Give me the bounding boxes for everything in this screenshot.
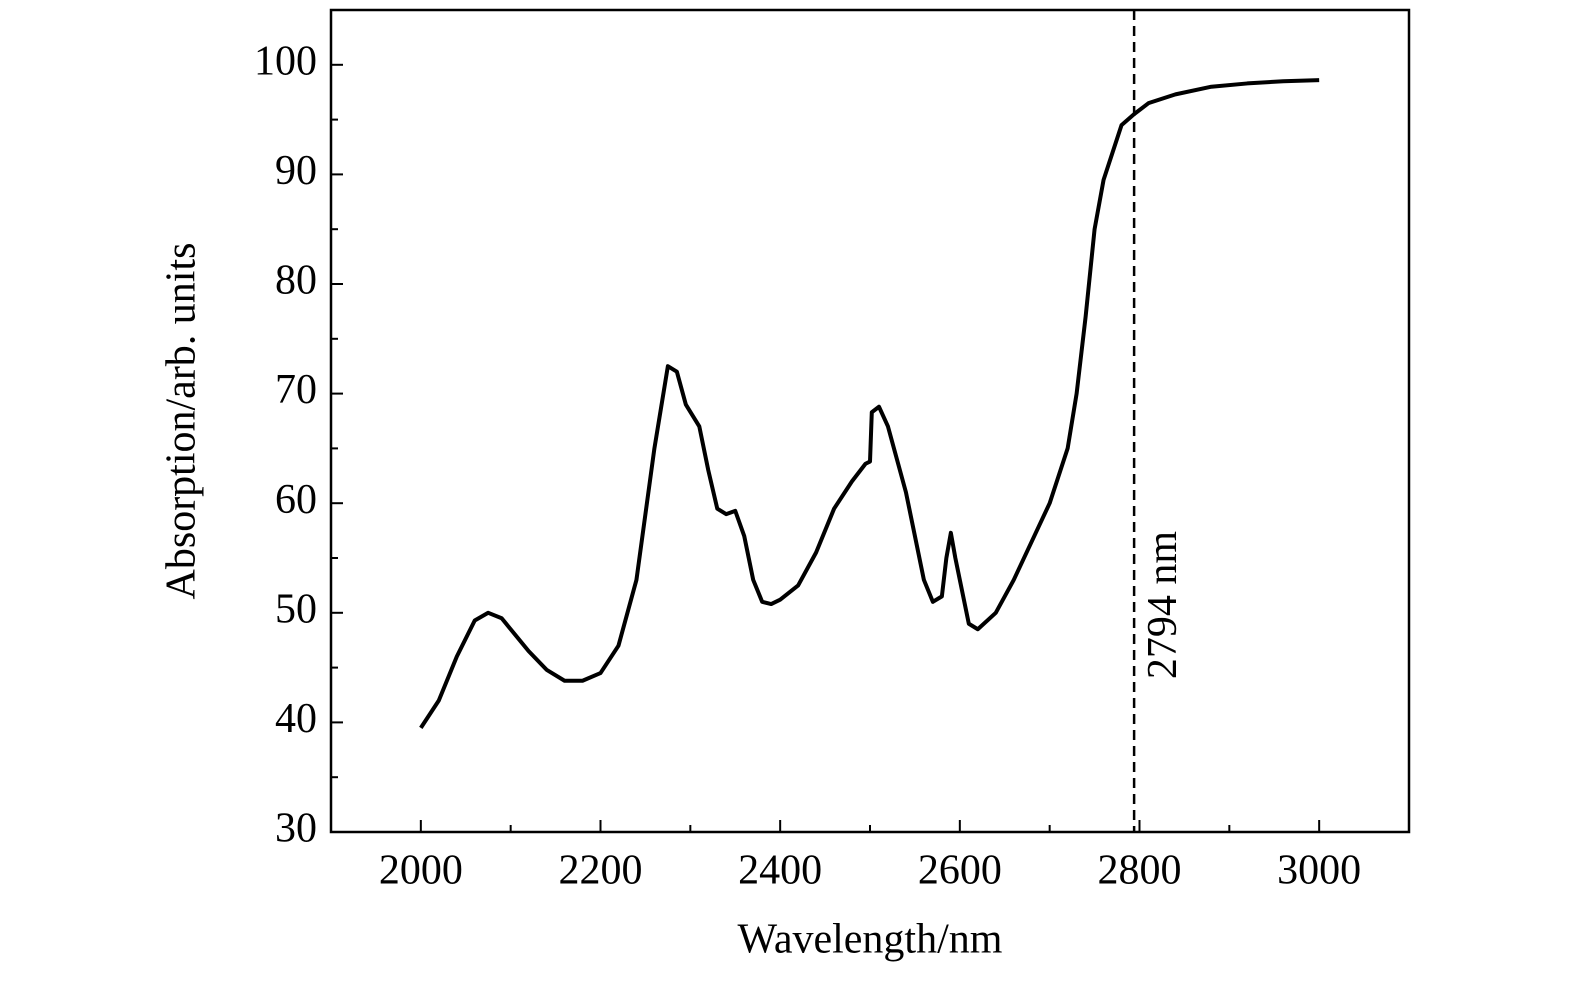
y-axis-label: Absorption/arb. units bbox=[159, 243, 205, 600]
y-tick-label: 90 bbox=[275, 148, 317, 194]
y-tick-label: 60 bbox=[275, 477, 317, 523]
x-tick-label: 2400 bbox=[738, 848, 822, 894]
y-tick-label: 50 bbox=[275, 586, 317, 632]
x-tick-label: 2000 bbox=[379, 848, 463, 894]
x-tick-label: 2800 bbox=[1098, 848, 1182, 894]
y-tick-label: 40 bbox=[275, 696, 317, 742]
x-axis-label: Wavelength/nm bbox=[738, 917, 1003, 963]
y-tick-label: 80 bbox=[275, 258, 317, 304]
x-tick-label: 3000 bbox=[1277, 848, 1361, 894]
x-tick-label: 2200 bbox=[559, 848, 643, 894]
y-tick-label: 100 bbox=[254, 38, 317, 84]
x-tick-label: 2600 bbox=[918, 848, 1002, 894]
data-line bbox=[419, 78, 1320, 729]
y-tick-label: 30 bbox=[275, 806, 317, 852]
reference-label: 2794 nm bbox=[1140, 531, 1186, 680]
y-tick-label: 70 bbox=[275, 367, 317, 413]
